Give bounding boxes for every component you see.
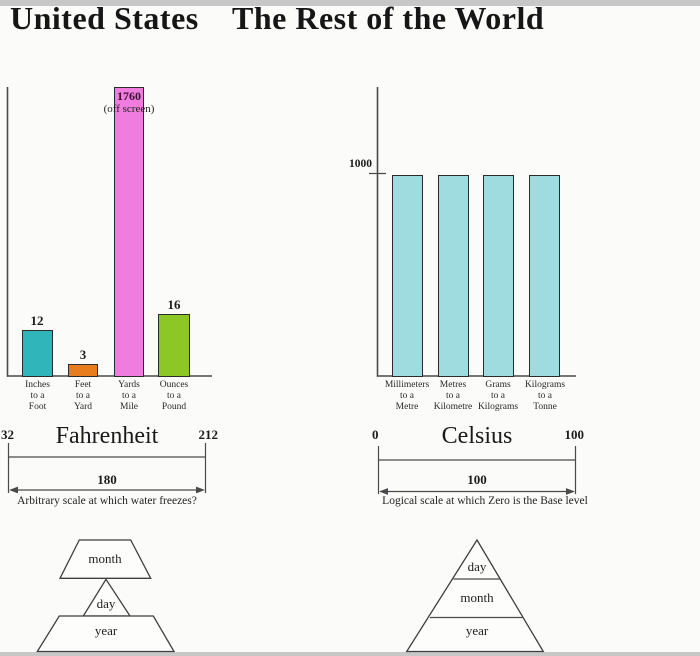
arrowhead-icon	[379, 488, 388, 495]
bar-value-label: 16	[167, 297, 181, 312]
bar-kilograms-to-tonne	[529, 175, 560, 377]
category-label: Kilograms to a Tonne	[524, 380, 566, 412]
category-label: Feet to a Yard	[73, 380, 93, 412]
bar-ounces-to-pound	[158, 314, 190, 377]
celsius-title: Celsius	[441, 423, 513, 449]
celsius-span: 100	[467, 472, 487, 487]
arrowhead-icon	[566, 488, 575, 495]
bar-grams-to-kilograms	[483, 175, 514, 377]
fahrenheit-min: 32	[1, 427, 14, 442]
us-pyramid-middle-label: day	[96, 596, 116, 611]
fahrenheit-title: Fahrenheit	[55, 423, 159, 449]
fahrenheit-span: 180	[97, 472, 117, 487]
category-label: Ounces to a Pound	[159, 380, 189, 412]
world-pyramid-top-label: day	[467, 559, 487, 574]
bar-inches-to-foot	[22, 330, 53, 377]
bar-value-label: 12	[30, 313, 44, 328]
bottom-border-strip	[0, 652, 700, 656]
top-border-strip	[0, 0, 700, 6]
category-label: Yards to a Mile	[118, 380, 140, 412]
celsius-max: 100	[564, 427, 585, 442]
arrowhead-icon	[9, 486, 18, 494]
world-pyramid-middle-label: month	[460, 590, 494, 605]
category-label: Inches to a Foot	[25, 380, 50, 412]
celsius-caption: Logical scale at which Zero is the Base …	[382, 495, 588, 507]
bar-yards-to-mile	[114, 87, 144, 377]
world-pyramid-bottom-label: year	[465, 623, 489, 638]
offscreen-note: (off screen)	[103, 103, 155, 115]
bar-value-label: 3	[79, 347, 87, 362]
fahrenheit-caption: Arbitrary scale at which water freezes?	[17, 495, 197, 507]
us-pyramid-top-label: month	[88, 551, 122, 566]
category-label: Millimeters to a Metre	[384, 380, 430, 412]
category-label: Metres to a Kilometre	[433, 380, 473, 412]
celsius-min: 0	[372, 427, 379, 442]
bar-metres-to-kilometre	[438, 175, 469, 377]
bar-millimeters-to-metre	[392, 175, 423, 377]
title-rest-of-world: The Rest of the World	[232, 0, 545, 36]
bar-value-label-offscreen: 1760	[117, 89, 141, 103]
bar-feet-to-yard	[68, 364, 98, 377]
fahrenheit-max: 212	[198, 427, 219, 442]
us-pyramid-bottom-label: year	[94, 623, 118, 638]
title-united-states: United States	[10, 0, 199, 36]
arrowhead-icon	[196, 486, 205, 494]
category-label: Grams to a Kilograms	[477, 380, 519, 412]
row-ytick-label: 1000	[349, 158, 372, 170]
